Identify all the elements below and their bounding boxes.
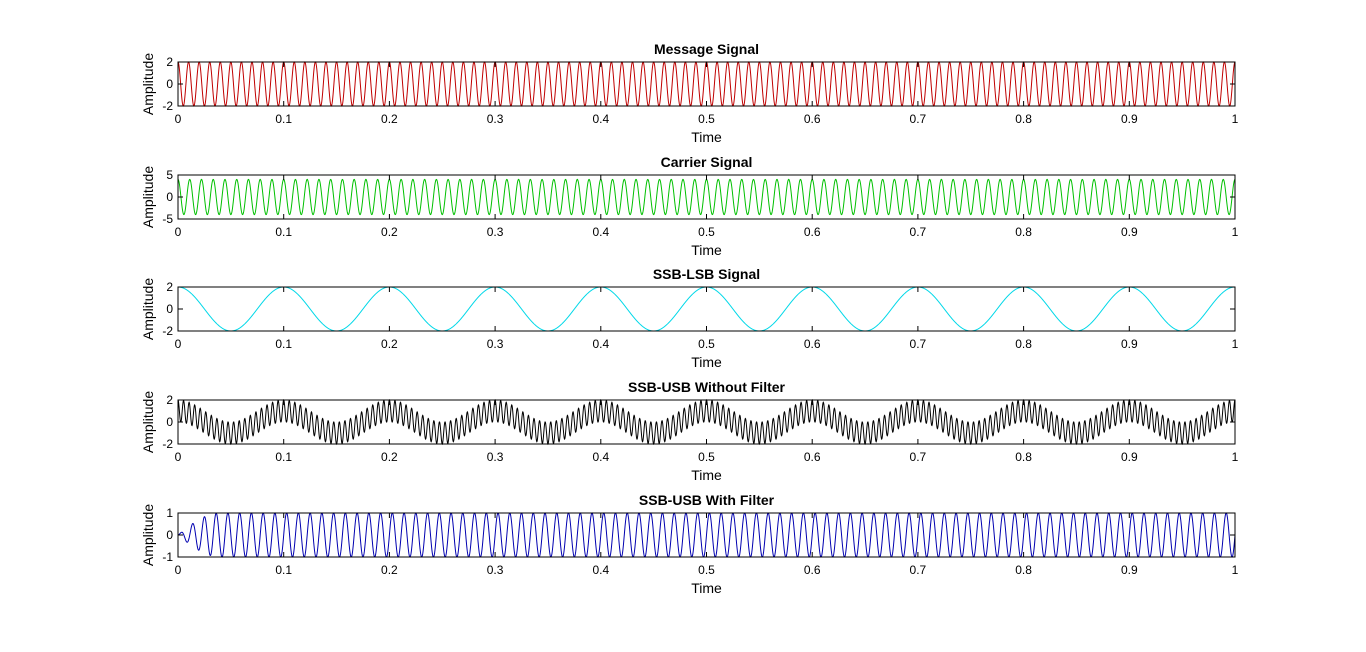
subplot-title: SSB-USB Without Filter (628, 379, 786, 395)
subplot-title: SSB-USB With Filter (639, 492, 775, 508)
x-tick-label: 1 (1232, 337, 1239, 351)
subplot-4: SSB-USB Without Filter 0 0.1 0.2 0.3 0.4 0.5 0.… (140, 379, 1239, 483)
x-tick-label: 0.4 (592, 450, 609, 464)
x-tick-label: 0.8 (1015, 225, 1032, 239)
x-tick-label: 0.4 (592, 337, 609, 351)
x-tick-label: 0.5 (698, 563, 715, 577)
y-axis-label: Amplitude (140, 504, 156, 566)
x-axis-label: Time (691, 129, 722, 145)
x-tick-label: 0.9 (1121, 225, 1138, 239)
plot-area (178, 62, 1235, 106)
x-tick-label: 0.2 (381, 112, 398, 126)
x-tick-label: 1 (1232, 225, 1239, 239)
plot-area (178, 400, 1235, 444)
x-tick-label: 0.1 (275, 337, 292, 351)
x-tick-label: 0.3 (487, 563, 504, 577)
x-tick-label: 0.1 (275, 225, 292, 239)
x-tick-label: 0.2 (381, 563, 398, 577)
y-tick-label: -2 (162, 324, 173, 338)
y-tick-label: -2 (162, 99, 173, 113)
x-tick-label: 0.3 (487, 450, 504, 464)
x-tick-label: 0.2 (381, 225, 398, 239)
x-tick-label: 0.5 (698, 112, 715, 126)
y-axis-label: Amplitude (140, 166, 156, 228)
x-tick-label: 0.4 (592, 563, 609, 577)
y-tick-label: 2 (166, 393, 173, 407)
y-tick-label: 0 (166, 190, 173, 204)
x-tick-label: 0.5 (698, 225, 715, 239)
y-tick-label: 0 (166, 302, 173, 316)
y-tick-label: 5 (166, 168, 173, 182)
subplot-2: Carrier Signal 0 0.1 0.2 0.3 0.4 0.5 0.6 0.7 0.8 0… (140, 154, 1239, 258)
x-tick-label: 0.8 (1015, 563, 1032, 577)
x-tick-label: 0.1 (275, 112, 292, 126)
x-tick-label: 0.2 (381, 337, 398, 351)
x-tick-label: 0.4 (592, 112, 609, 126)
x-tick-label: 0.7 (910, 225, 927, 239)
x-tick-label: 1 (1232, 112, 1239, 126)
x-tick-label: 0 (175, 225, 182, 239)
x-tick-label: 0.6 (804, 563, 821, 577)
x-tick-label: 0 (175, 563, 182, 577)
subplot-title: Message Signal (654, 41, 759, 57)
subplot-3: SSB-LSB Signal 0 0.1 0.2 0.3 0.4 0.5 0.6 0.7 0.8 0… (140, 266, 1239, 370)
x-tick-label: 0.6 (804, 337, 821, 351)
x-tick-label: 0.7 (910, 450, 927, 464)
x-tick-label: 0.7 (910, 563, 927, 577)
x-tick-label: 0.3 (487, 337, 504, 351)
x-axis-label: Time (691, 242, 722, 258)
x-axis-label: Time (691, 580, 722, 596)
y-tick-label: -5 (162, 212, 173, 226)
x-tick-label: 0.1 (275, 450, 292, 464)
x-tick-label: 0.3 (487, 225, 504, 239)
y-axis-label: Amplitude (140, 278, 156, 340)
x-tick-label: 0 (175, 450, 182, 464)
y-tick-label: 1 (166, 506, 173, 520)
y-tick-label: -1 (162, 550, 173, 564)
x-tick-label: 0.8 (1015, 450, 1032, 464)
subplot-title: Carrier Signal (661, 154, 753, 170)
x-tick-label: 0.1 (275, 563, 292, 577)
x-tick-label: 0.7 (910, 337, 927, 351)
y-tick-label: 2 (166, 280, 173, 294)
x-axis-label: Time (691, 467, 722, 483)
x-tick-label: 0.6 (804, 112, 821, 126)
x-tick-label: 0.9 (1121, 112, 1138, 126)
y-axis-label: Amplitude (140, 391, 156, 453)
subplot-5: SSB-USB With Filter 0 0.1 0.2 0.3 0.4 0.5 0.6 0.… (140, 492, 1239, 596)
x-tick-label: 0.6 (804, 225, 821, 239)
x-tick-label: 0.3 (487, 112, 504, 126)
x-tick-label: 0 (175, 112, 182, 126)
y-tick-label: 0 (166, 415, 173, 429)
subplot-1: Message Signal 0 0.1 0.2 0.3 0.4 0.5 0.6 0.7 0.8 0… (140, 41, 1239, 145)
x-axis-label: Time (691, 354, 722, 370)
y-tick-label: 2 (166, 55, 173, 69)
x-tick-label: 0.9 (1121, 450, 1138, 464)
x-tick-label: 1 (1232, 563, 1239, 577)
x-tick-label: 1 (1232, 450, 1239, 464)
x-tick-label: 0.8 (1015, 337, 1032, 351)
x-tick-label: 0.9 (1121, 563, 1138, 577)
x-tick-label: 0.4 (592, 225, 609, 239)
x-tick-label: 0.6 (804, 450, 821, 464)
x-tick-label: 0.5 (698, 450, 715, 464)
x-tick-label: 0.9 (1121, 337, 1138, 351)
plot-area (178, 175, 1235, 219)
y-tick-label: -2 (162, 437, 173, 451)
x-tick-label: 0.5 (698, 337, 715, 351)
x-tick-label: 0.2 (381, 450, 398, 464)
plot-area (178, 287, 1235, 331)
series-line-1 (177, 512, 1236, 558)
x-tick-label: 0.8 (1015, 112, 1032, 126)
y-tick-label: 0 (166, 77, 173, 91)
x-tick-label: 0.7 (910, 112, 927, 126)
y-axis-label: Amplitude (140, 53, 156, 115)
subplot-title: SSB-LSB Signal (653, 266, 760, 282)
x-tick-label: 0 (175, 337, 182, 351)
y-tick-label: 0 (166, 528, 173, 542)
